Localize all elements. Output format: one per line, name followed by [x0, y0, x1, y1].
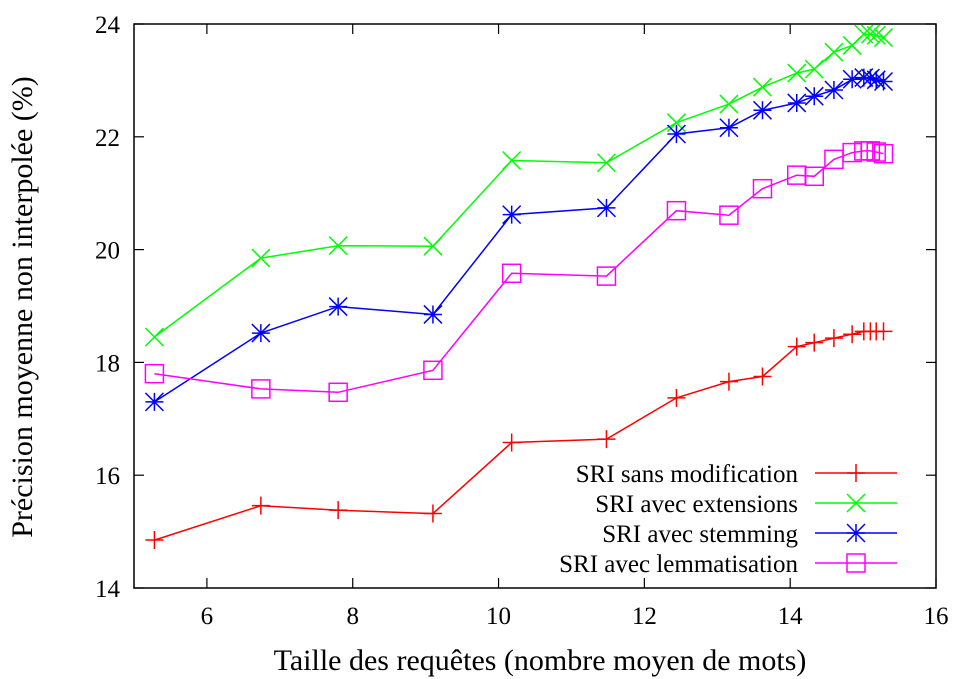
data-point — [666, 124, 686, 144]
legend-label: SRI avec stemming — [602, 521, 798, 548]
data-point — [753, 367, 772, 386]
legend-marker — [846, 553, 866, 573]
legend-marker — [847, 464, 865, 482]
data-point — [752, 178, 773, 199]
legend-marker — [846, 523, 866, 543]
legend-marker — [846, 493, 866, 513]
data-point — [874, 322, 893, 341]
y-tick-label: 24 — [95, 12, 121, 39]
series-group — [145, 322, 893, 550]
x-tick-label: 6 — [201, 603, 214, 630]
legend-label: SRI avec extensions — [595, 491, 798, 518]
data-point — [804, 86, 824, 106]
data-point — [752, 100, 773, 120]
data-point — [328, 382, 348, 403]
data-point — [251, 496, 270, 515]
data-point — [804, 166, 824, 187]
data-point — [805, 333, 824, 352]
data-point — [502, 150, 522, 171]
plot-frame — [133, 23, 937, 589]
data-point — [719, 372, 738, 391]
data-point — [842, 69, 862, 89]
data-point — [144, 392, 164, 412]
x-axis-label: Taille des requêtes (nombre moyen de mot… — [274, 644, 807, 677]
data-point — [866, 70, 886, 90]
data-point — [787, 337, 806, 356]
data-point — [251, 323, 271, 343]
axes: 6 8 10 12 14 16 14 16 18 20 22 24 — [95, 12, 949, 630]
data-point — [251, 379, 271, 399]
series-group — [144, 24, 894, 347]
data-point — [804, 59, 824, 79]
data-point — [596, 153, 616, 173]
data-point — [824, 80, 844, 100]
data-point — [145, 531, 164, 550]
x-tick-label: 16 — [924, 603, 949, 630]
data-point — [501, 263, 522, 284]
data-point — [866, 142, 886, 162]
y-tick-label: 22 — [95, 125, 120, 152]
data-point — [328, 236, 348, 256]
data-point — [597, 430, 616, 449]
y-tick-label: 16 — [95, 463, 120, 490]
x-tick-label: 10 — [486, 603, 511, 630]
data-point — [423, 304, 443, 324]
y-tick-label: 20 — [95, 238, 120, 265]
y-tick-label: 18 — [95, 350, 120, 377]
series-group — [144, 141, 894, 403]
data-point — [251, 248, 271, 268]
data-point — [329, 501, 348, 520]
legend-label: SRI avec lemmatisation — [559, 551, 798, 578]
series-group — [144, 68, 894, 412]
data-point — [719, 118, 739, 138]
data-point — [860, 24, 880, 44]
data-point — [423, 236, 443, 256]
data-point — [596, 266, 617, 286]
data-point — [502, 433, 521, 452]
series-line — [154, 150, 884, 394]
plot-series — [144, 24, 894, 550]
data-point — [667, 388, 686, 407]
data-point — [502, 205, 522, 225]
data-point — [719, 205, 739, 225]
data-point — [596, 198, 616, 218]
data-point — [860, 68, 880, 88]
y-tick-label: 14 — [95, 576, 121, 603]
x-tick-label: 8 — [346, 603, 359, 630]
data-point — [787, 63, 807, 83]
x-tick-label: 12 — [632, 603, 657, 630]
data-point — [873, 28, 894, 48]
x-tick-label: 14 — [778, 603, 804, 630]
data-point — [144, 327, 164, 347]
data-point — [719, 94, 739, 114]
data-point — [873, 143, 894, 164]
data-point — [860, 141, 881, 161]
data-point — [787, 93, 807, 113]
data-point — [144, 363, 165, 384]
legend: SRI sans modification SRI avec extensions… — [559, 461, 897, 578]
data-point — [824, 329, 843, 348]
data-point — [843, 325, 862, 344]
data-point — [752, 77, 773, 97]
data-point — [873, 71, 894, 92]
data-point — [423, 504, 442, 523]
data-point — [423, 360, 443, 381]
data-point — [824, 42, 844, 62]
data-point — [666, 200, 687, 221]
y-axis-label: Précision moyenne non interpolée (%) — [6, 76, 39, 538]
legend-label: SRI sans modification — [576, 461, 799, 488]
data-point — [328, 297, 348, 317]
data-point — [866, 25, 886, 45]
